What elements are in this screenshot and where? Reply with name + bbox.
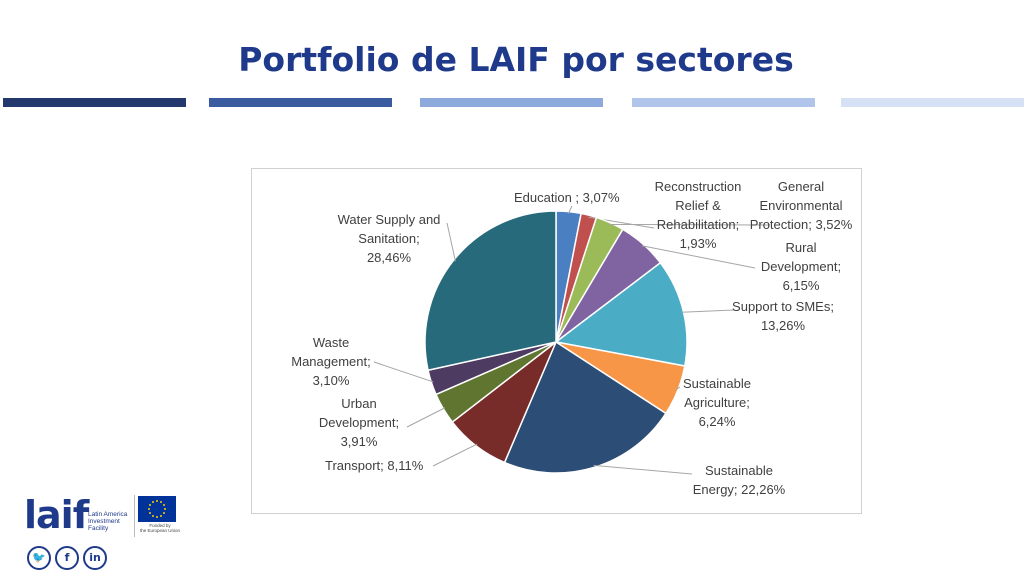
header-bar-5: [841, 98, 1024, 107]
pie-slice-water-supply-and-sanitation: [424, 210, 557, 372]
laif-logo-subtitle: Latin America Investment Facility: [88, 511, 128, 532]
header-bar-3: [420, 98, 603, 107]
eu-flag-icon: [138, 496, 176, 522]
twitter-icon[interactable]: 🐦: [27, 546, 51, 570]
page-title: Portfolio de LAIF por sectores: [238, 40, 794, 79]
leader-line-1: [567, 205, 573, 214]
leader-line-4: [641, 245, 756, 269]
linkedin-icon[interactable]: in: [83, 546, 107, 570]
leader-line-11: [446, 222, 456, 262]
leader-line-6: [675, 386, 681, 391]
header-bar-4: [632, 98, 815, 107]
logo-divider: [134, 495, 135, 537]
laif-logo-word: laif: [24, 493, 89, 537]
facebook-icon[interactable]: f: [55, 546, 79, 570]
leader-line-3: [609, 223, 771, 226]
header-bar-2: [209, 98, 392, 107]
leader-line-7: [593, 464, 693, 475]
leader-line-9: [406, 407, 446, 428]
pie-slice-sustainable-energy: [503, 340, 667, 474]
header-bar-1: [3, 98, 186, 107]
leader-line-10: [373, 361, 434, 383]
leader-line-8: [432, 443, 478, 467]
eu-funding-caption: Funded by the European Union: [139, 523, 181, 533]
leader-line-5: [681, 309, 735, 313]
